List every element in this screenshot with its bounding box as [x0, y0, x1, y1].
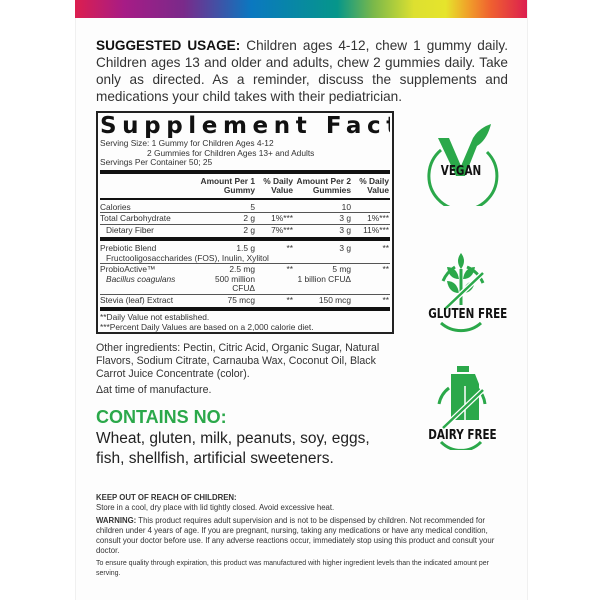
gluten-free-icon [440, 253, 485, 333]
footnote: ***Percent Daily Values are based on a 2… [100, 321, 314, 332]
facts-row: Fructooligosaccharides (FOS), Inulin, Xy… [100, 252, 390, 264]
nutrient-value [255, 275, 293, 294]
keep-out-heading: KEEP OUT OF REACH OF CHILDREN: [96, 493, 237, 502]
divider [100, 197, 390, 200]
divider [100, 307, 390, 311]
nutrient-value: 1 billion CFUΔ [297, 273, 351, 284]
rainbow-banner [75, 0, 527, 18]
header-dv-1: % Daily Value [263, 175, 293, 195]
dairy-free-icon [437, 366, 487, 450]
facts-row: Calories 5 10 [100, 202, 390, 213]
facts-title: Supplement Facts [100, 113, 390, 139]
vegan-icon [427, 124, 499, 206]
usage-heading: SUGGESTED USAGE: [96, 38, 241, 53]
allergen-list: Wheat, gluten, milk, peanuts, soy, eggs,… [96, 430, 370, 467]
nutrient-value: ** [382, 264, 389, 274]
nutrient-value: 1.5 g [236, 243, 255, 253]
quality-note: To ensure quality through expiration, th… [96, 560, 490, 577]
gluten-free-badge: GLUTEN FREE [420, 243, 508, 333]
nutrient-value: ** [286, 294, 293, 305]
nutrient-name: Bacillus coagulans [106, 273, 176, 284]
nutrient-name: Calories [100, 201, 131, 212]
nutrient-value: 500 million CFUΔ [214, 273, 255, 293]
nutrient-value: 7%*** [271, 224, 293, 235]
servings-per-container: Servings Per Container 50; 25 [100, 157, 213, 167]
dairy-free-badge: DAIRY FREE [420, 360, 502, 450]
divider [100, 223, 390, 225]
nutrient-value: 150 mcg [318, 294, 351, 305]
nutrient-value [351, 275, 390, 294]
header-dv-2: % Daily Value [359, 175, 389, 195]
nutrient-value: 2 g [243, 213, 255, 223]
nutrient-value: ** [382, 243, 389, 253]
manufacture-note: Δat time of manufacture. [96, 384, 212, 396]
facts-row: Dietary Fiber 2 g 7%*** 3 g 11%*** [100, 225, 390, 236]
gluten-free-label: GLUTEN FREE [428, 307, 508, 322]
usage-text: Children ages 4-12, chew 1 gummy daily. … [96, 38, 508, 104]
nutrient-name: Fructooligosaccharides (FOS), Inulin, Xy… [106, 252, 269, 263]
nutrient-value: ** [382, 294, 389, 305]
facts-row: Prebiotic Blend 1.5 g ** 3 g ** [100, 243, 390, 254]
serving-size: Serving Size: 1 Gummy for Children Ages … [100, 138, 274, 148]
header-amount-1: Amount Per 1 Gummy [200, 175, 255, 195]
nutrient-value: 2 g [243, 224, 255, 235]
facts-row: ProbioActive™ 2.5 mg ** 5 mg ** [100, 264, 390, 275]
nutrient-value [351, 203, 390, 213]
nutrient-value: ** [286, 264, 293, 274]
facts-header-row: Amount Per 1 Gummy % Daily Value Amount … [100, 176, 390, 196]
divider [100, 263, 390, 264]
facts-row: Stevia (leaf) Extract 75 mcg ** 150 mcg ** [100, 295, 390, 306]
nutrient-name: ProbioActive™ [100, 264, 156, 274]
other-ingredients: Other ingredients: Pectin, Citric Acid, … [96, 342, 396, 397]
contains-no-heading: CONTAINS NO: [96, 407, 227, 427]
serving-size-2: 2 Gummies for Children Ages 13+ and Adul… [147, 147, 315, 158]
warning-text: This product requires adult supervision … [96, 516, 495, 555]
nutrient-value: 3 g [339, 213, 351, 223]
nutrient-value: 75 mcg [227, 294, 255, 305]
nutrient-value: 3 g [339, 224, 351, 235]
nutrient-value: 3 g [339, 243, 351, 253]
footnote: **Daily Value not established. [100, 312, 210, 322]
nutrient-value: ** [286, 243, 293, 253]
nutrient-value: 1%*** [367, 213, 389, 223]
vegan-badge: VEGAN [420, 118, 502, 206]
header-amount-2: Amount Per 2 Gummies [296, 175, 351, 195]
nutrient-value: 5 [250, 201, 255, 212]
divider [100, 169, 390, 174]
ingredients-text: Other ingredients: Pectin, Citric Acid, … [96, 342, 380, 380]
vegan-label: VEGAN [440, 164, 482, 179]
nutrient-value: 11%*** [363, 224, 389, 235]
suggested-usage: SUGGESTED USAGE: Children ages 4-12, che… [96, 37, 508, 105]
warnings: KEEP OUT OF REACH OF CHILDREN: Store in a… [96, 493, 506, 579]
nutrient-name: Prebiotic Blend [100, 243, 157, 253]
nutrient-value [255, 203, 293, 213]
facts-row: Total Carbohydrate 2 g 1%*** 3 g 1%*** [100, 213, 390, 224]
divider [100, 212, 390, 213]
storage-text: Store in a cool, dry place with lid tigh… [96, 503, 335, 512]
dairy-free-label: DAIRY FREE [428, 428, 497, 443]
nutrient-name: Stevia (leaf) Extract [100, 294, 174, 305]
divider [100, 293, 390, 295]
divider [100, 237, 390, 241]
nutrient-name: Dietary Fiber [106, 224, 154, 235]
warning-heading: WARNING: [96, 516, 137, 525]
nutrient-value: 10 [341, 201, 351, 212]
nutrient-value: 2.5 mg [229, 264, 255, 274]
nutrient-value: 5 mg [332, 264, 351, 274]
nutrient-name: Total Carbohydrate [100, 213, 171, 223]
supplement-facts-panel: Supplement Facts Serving Size: 1 Gummy f… [96, 111, 394, 334]
nutrient-value: 1%*** [271, 213, 293, 223]
label-text-column: SUGGESTED USAGE: Children ages 4-12, che… [96, 37, 508, 582]
facts-row: Bacillus coagulans 500 million CFUΔ 1 bill… [100, 273, 390, 294]
